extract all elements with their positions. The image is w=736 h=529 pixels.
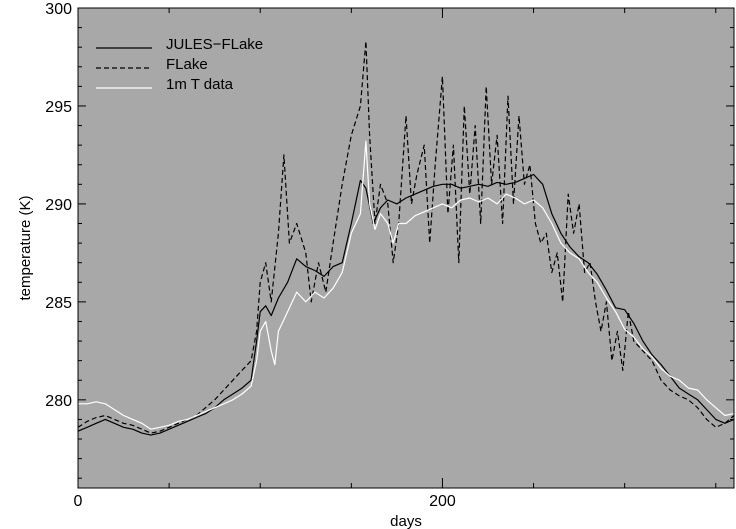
y-tick-label: 295 xyxy=(45,99,72,116)
x-axis-title: days xyxy=(390,513,422,529)
series-line-2 xyxy=(78,140,735,430)
y-tick-label: 290 xyxy=(45,197,72,214)
y-tick-label: 280 xyxy=(45,393,72,410)
y-tick-label: 300 xyxy=(45,1,72,18)
series-line-1 xyxy=(77,40,735,434)
y-axis-title: temperature (K) xyxy=(17,195,34,300)
legend-label-2: 1m T data xyxy=(166,76,234,93)
x-tick-label: 0 xyxy=(74,493,83,510)
legend-label-1: FLake xyxy=(166,56,208,73)
plot-frame xyxy=(77,7,735,489)
legend: JULES−FLake FLake 1m T data xyxy=(96,36,263,93)
plot-area xyxy=(78,8,734,488)
y-tick-label: 285 xyxy=(45,295,72,312)
ticks-layer: 280 285 290 295 300 0 200 xyxy=(45,1,734,510)
x-tick-label: 200 xyxy=(429,493,456,510)
legend-label-0: JULES−FLake xyxy=(166,36,263,53)
series-line-0 xyxy=(77,173,735,436)
series-layer xyxy=(77,40,735,436)
